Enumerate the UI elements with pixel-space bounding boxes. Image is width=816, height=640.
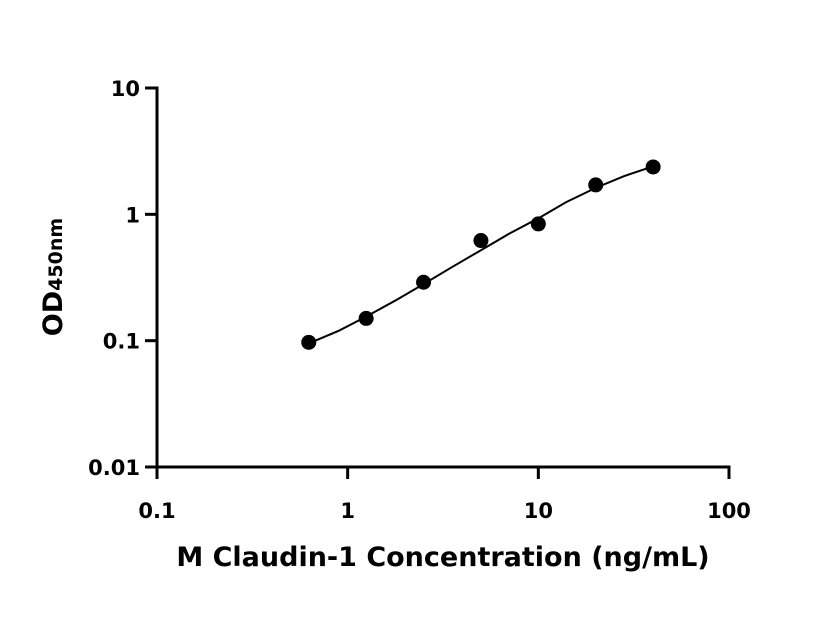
y-axis-title: OD450nm	[38, 218, 69, 336]
data-point	[473, 233, 489, 249]
data-point	[645, 159, 661, 175]
data-point	[358, 310, 374, 326]
data-point	[588, 177, 604, 193]
x-axis-title: M Claudin-1 Concentration (ng/mL)	[176, 542, 709, 573]
y-axis-title-main: OD	[38, 291, 69, 336]
data-point	[530, 216, 546, 232]
y-tick-label: 0.01	[88, 456, 140, 480]
y-axis-title-sub: 450nm	[45, 218, 67, 291]
y-tick-label: 0.1	[103, 330, 140, 354]
x-tick-label: 100	[707, 499, 751, 523]
x-tick-label: 0.1	[138, 499, 175, 523]
x-tick-label: 10	[524, 499, 553, 523]
y-tick-label: 10	[111, 77, 140, 101]
data-point	[301, 334, 317, 350]
x-tick-label: 1	[340, 499, 355, 523]
y-tick-label: 1	[125, 203, 140, 227]
data-point	[416, 274, 432, 290]
